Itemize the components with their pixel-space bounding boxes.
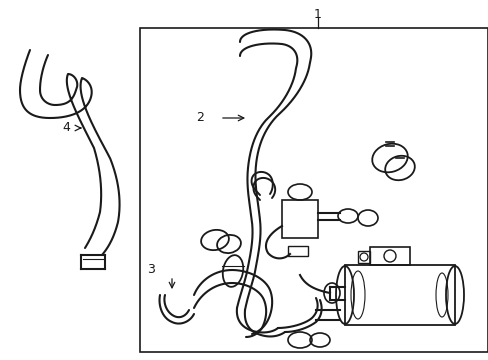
Bar [140,28,487,352]
Text: 1: 1 [313,8,321,21]
Text: 3: 3 [147,263,155,276]
Text: 2: 2 [196,112,203,125]
Bar [357,251,369,263]
Bar [282,200,317,238]
Bar [287,246,307,256]
Text: 4: 4 [62,121,70,135]
Bar [369,247,409,265]
Bar [345,265,454,325]
